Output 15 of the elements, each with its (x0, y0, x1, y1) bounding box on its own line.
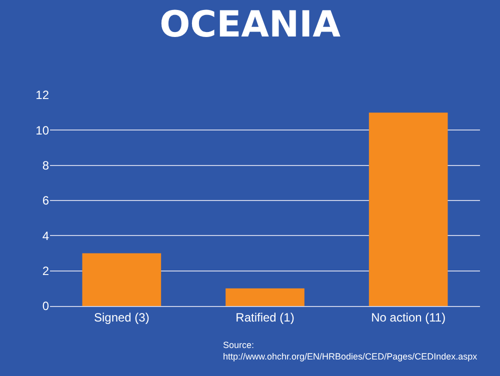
y-tick-label: 10 (36, 123, 50, 138)
bar (368, 112, 448, 306)
y-tick-label: 2 (42, 264, 50, 278)
x-tick-label: No action (11) (371, 310, 446, 324)
bar (226, 288, 304, 306)
x-tick-label: Ratified (1) (236, 310, 294, 324)
bar (82, 253, 162, 306)
y-tick-label: 4 (42, 228, 50, 243)
y-tick-label: 0 (42, 299, 50, 314)
y-tick-label: 8 (42, 158, 50, 173)
y-tick-label: 6 (42, 194, 50, 208)
y-tick-label: 12 (36, 88, 50, 102)
chart-title: OCEANIA (160, 4, 341, 46)
x-tick-label: Signed (3) (94, 310, 150, 324)
source-note: Source: http://www.ohchr.org/EN/HRBodies/CED/Pages/CEDIndex.aspx (223, 340, 478, 362)
